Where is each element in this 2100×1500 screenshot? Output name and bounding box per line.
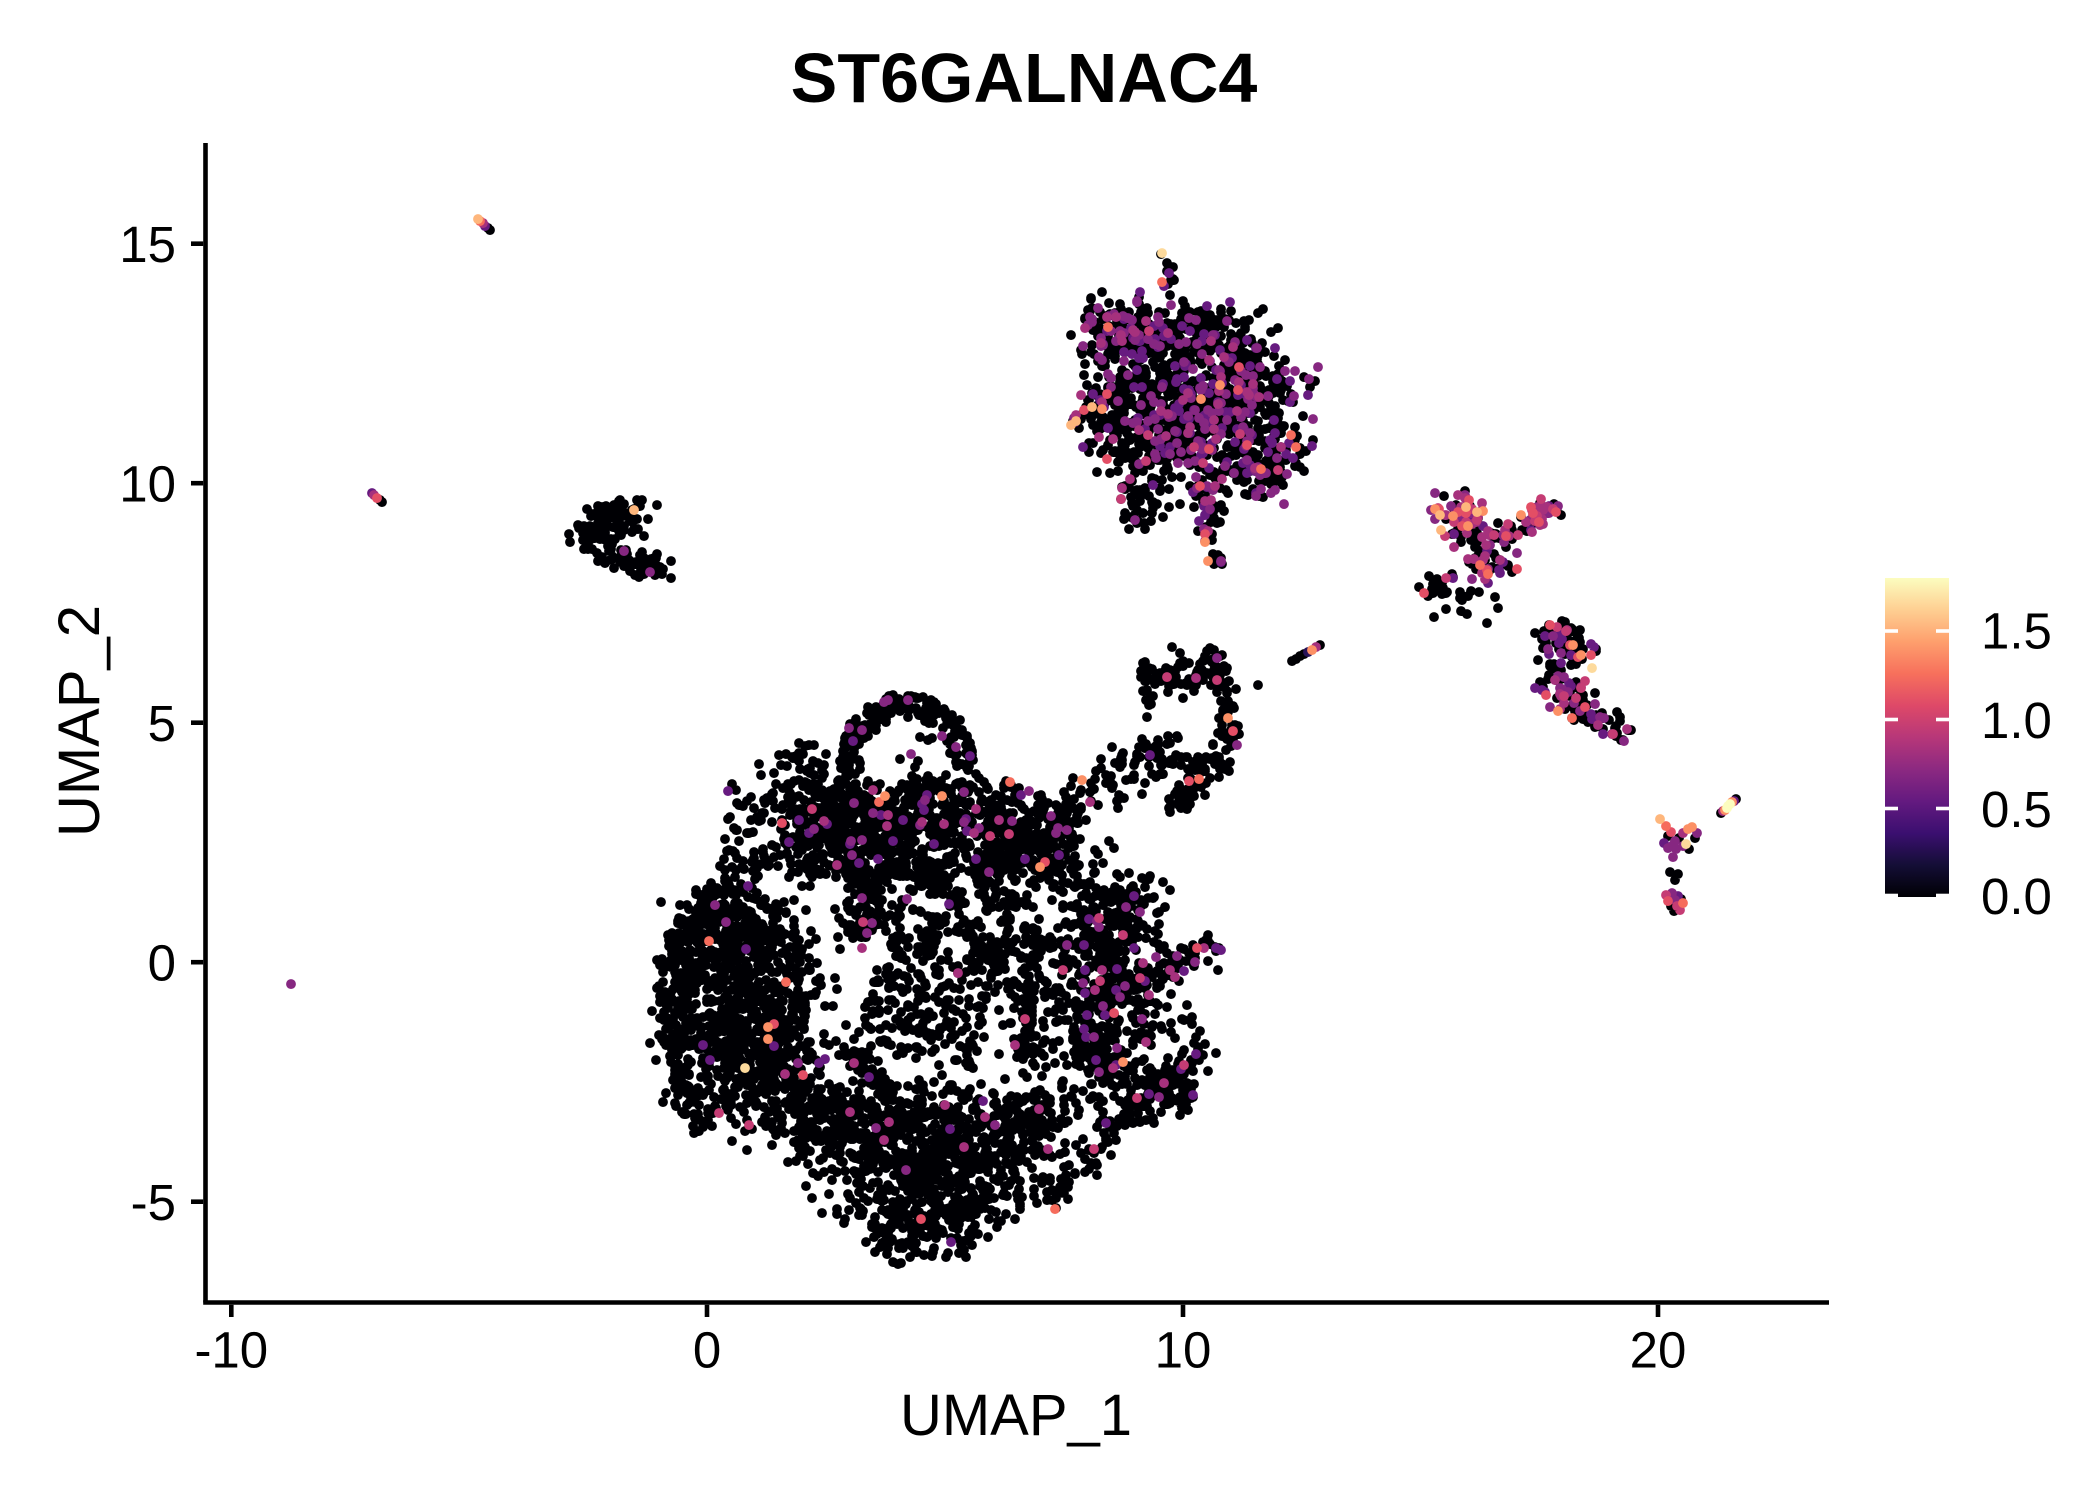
svg-text:5: 5 [148,695,176,752]
svg-text:10: 10 [1155,1322,1212,1379]
svg-text:UMAP_1: UMAP_1 [900,1383,1132,1448]
svg-text:20: 20 [1630,1322,1687,1379]
svg-text:-5: -5 [131,1174,176,1231]
svg-text:0.5: 0.5 [1981,781,2052,838]
svg-text:15: 15 [119,216,176,273]
svg-text:0: 0 [148,935,176,992]
svg-text:10: 10 [119,456,176,513]
svg-text:1.5: 1.5 [1981,603,2052,660]
svg-text:0: 0 [693,1322,721,1379]
svg-text:-10: -10 [194,1322,268,1379]
svg-text:1.0: 1.0 [1981,692,2052,749]
svg-text:ST6GALNAC4: ST6GALNAC4 [791,39,1258,117]
svg-text:0.0: 0.0 [1981,868,2052,925]
svg-text:UMAP_2: UMAP_2 [47,605,112,837]
